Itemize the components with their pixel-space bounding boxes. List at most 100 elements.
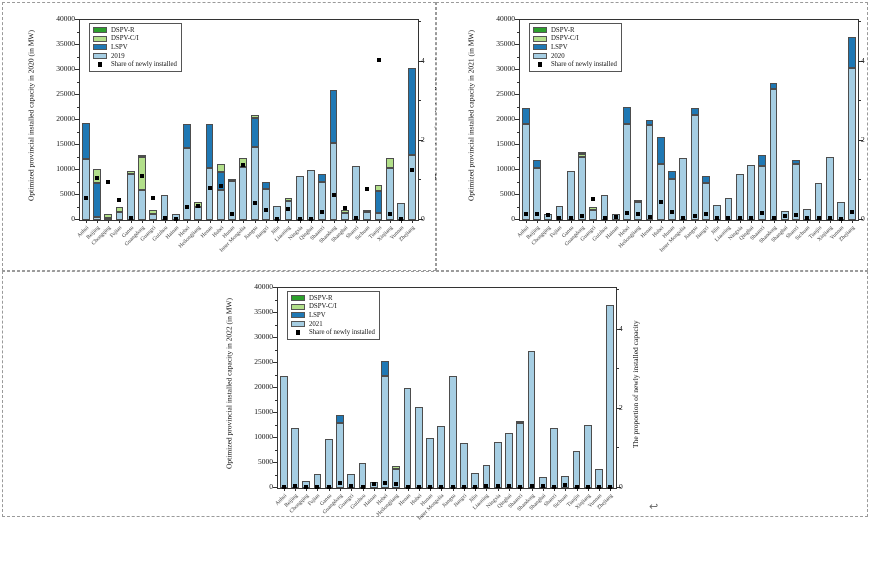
x-tick <box>599 488 601 491</box>
bar-segment-dspv-c-i <box>634 199 643 202</box>
bar-segment-2021 <box>437 426 446 488</box>
bar-segment-lspv <box>250 118 259 147</box>
bar-segment-2019 <box>194 207 203 220</box>
y2-major-tick <box>858 139 863 141</box>
x-tick <box>356 220 358 223</box>
stacked-bar <box>216 164 225 220</box>
y-minor-tick <box>517 181 520 183</box>
bar-segment-2019 <box>250 147 259 220</box>
legend-swatch-share-marker <box>291 330 305 336</box>
bar-segment-dspv-r <box>578 151 586 154</box>
x-tick <box>187 220 189 223</box>
share-marker <box>585 485 590 490</box>
stacked-bar <box>814 182 823 220</box>
x-tick <box>153 220 155 223</box>
bar-segment-lspv <box>532 159 541 168</box>
stacked-bar <box>104 213 113 220</box>
share-marker <box>748 216 753 221</box>
x-tick <box>683 220 685 223</box>
share-marker <box>218 184 223 189</box>
bar-segment-2019 <box>318 181 327 220</box>
share-marker <box>805 215 810 220</box>
bar-segment-2020 <box>747 165 755 220</box>
stacked-bar <box>126 171 135 220</box>
y-major-tick <box>273 312 278 313</box>
plot-wrap: Anhui Beijing Chongqing Fujian Gansu Guangdon… <box>75 11 423 254</box>
x-tick <box>750 220 752 223</box>
stacked-bar <box>521 108 530 220</box>
bar-segment-dspv-r <box>138 154 146 157</box>
stacked-bar <box>318 173 327 220</box>
x-tick <box>85 220 87 223</box>
x-tick <box>299 220 301 223</box>
share-marker <box>839 216 844 221</box>
x-tick <box>559 220 561 223</box>
legend-label: LSPV <box>309 311 326 319</box>
y-minor-tick <box>77 131 80 133</box>
y2-minor-tick <box>858 100 861 102</box>
bar-segment-2021 <box>493 442 502 488</box>
y-minor-tick <box>517 131 520 133</box>
y-tick-label: 25000 <box>254 357 273 366</box>
x-tick <box>412 220 414 223</box>
stacked-bar <box>634 199 643 220</box>
bar-segment-2021 <box>505 432 513 488</box>
bar-segment-2020 <box>668 178 677 220</box>
stacked-bar <box>679 158 688 220</box>
share-marker <box>162 216 167 221</box>
x-tick <box>531 488 533 491</box>
y-axis-title: Optimized provincial installed capacity … <box>224 298 234 470</box>
x-tick <box>536 220 538 223</box>
share-marker <box>670 210 675 215</box>
share-marker <box>737 216 742 221</box>
share-marker <box>692 214 697 219</box>
share-marker <box>360 485 365 490</box>
bar-segment-2019 <box>183 147 191 220</box>
bar-segment-2021 <box>527 351 536 488</box>
x-tick <box>554 488 556 491</box>
y2-tick-label: 4 <box>619 323 623 333</box>
stacked-bar <box>527 351 536 488</box>
y-major-tick <box>273 287 278 288</box>
bar-segment-lspv <box>183 123 191 148</box>
y-tick-label: 25000 <box>496 89 515 98</box>
stacked-bar <box>250 114 259 220</box>
y-minor-tick <box>77 81 80 83</box>
x-tick <box>328 488 330 491</box>
stacked-bar <box>459 443 468 488</box>
share-marker <box>597 485 602 490</box>
share-marker-glyph <box>537 62 543 67</box>
y-major-tick <box>515 169 520 170</box>
y2-major-tick <box>616 487 621 488</box>
bar-segment-2020 <box>825 157 834 220</box>
legend-row: LSPV <box>533 43 617 52</box>
bar-segment-2020 <box>656 164 665 220</box>
y-major-tick <box>515 94 520 95</box>
bar-segment-2021 <box>606 304 615 488</box>
chart-2022: Optimized provincial installed capacity … <box>223 279 642 535</box>
stacked-bar <box>758 154 767 220</box>
x-tick <box>344 220 346 223</box>
share-marker <box>450 485 455 490</box>
y-major-tick <box>515 144 520 145</box>
stacked-bar <box>295 176 304 220</box>
y-tick-label: 20000 <box>56 114 75 123</box>
y-minor-tick <box>517 206 520 208</box>
y-major-tick <box>75 19 80 20</box>
y2-axis-tick-labels: 0 2 4 <box>417 11 431 222</box>
bar-segment-2020 <box>623 124 631 220</box>
bar-segment-lspv <box>381 360 389 376</box>
legend-row: LSPV <box>93 43 177 52</box>
x-tick <box>649 220 651 223</box>
share-marker <box>173 216 178 221</box>
stacked-bar <box>735 174 744 220</box>
x-tick <box>463 488 465 491</box>
x-tick <box>441 488 443 491</box>
bar-segment-2020 <box>679 158 688 220</box>
legend-label: DSPV-R <box>111 26 135 34</box>
y-major-tick <box>273 487 278 488</box>
plot-wrap: Anhui Beijing Chongqing Fujian Gansu Guangdon… <box>515 11 863 254</box>
bar-segment-dspv-c-i <box>385 158 394 168</box>
bar-segment-2021 <box>459 443 468 488</box>
share-marker <box>416 485 421 490</box>
